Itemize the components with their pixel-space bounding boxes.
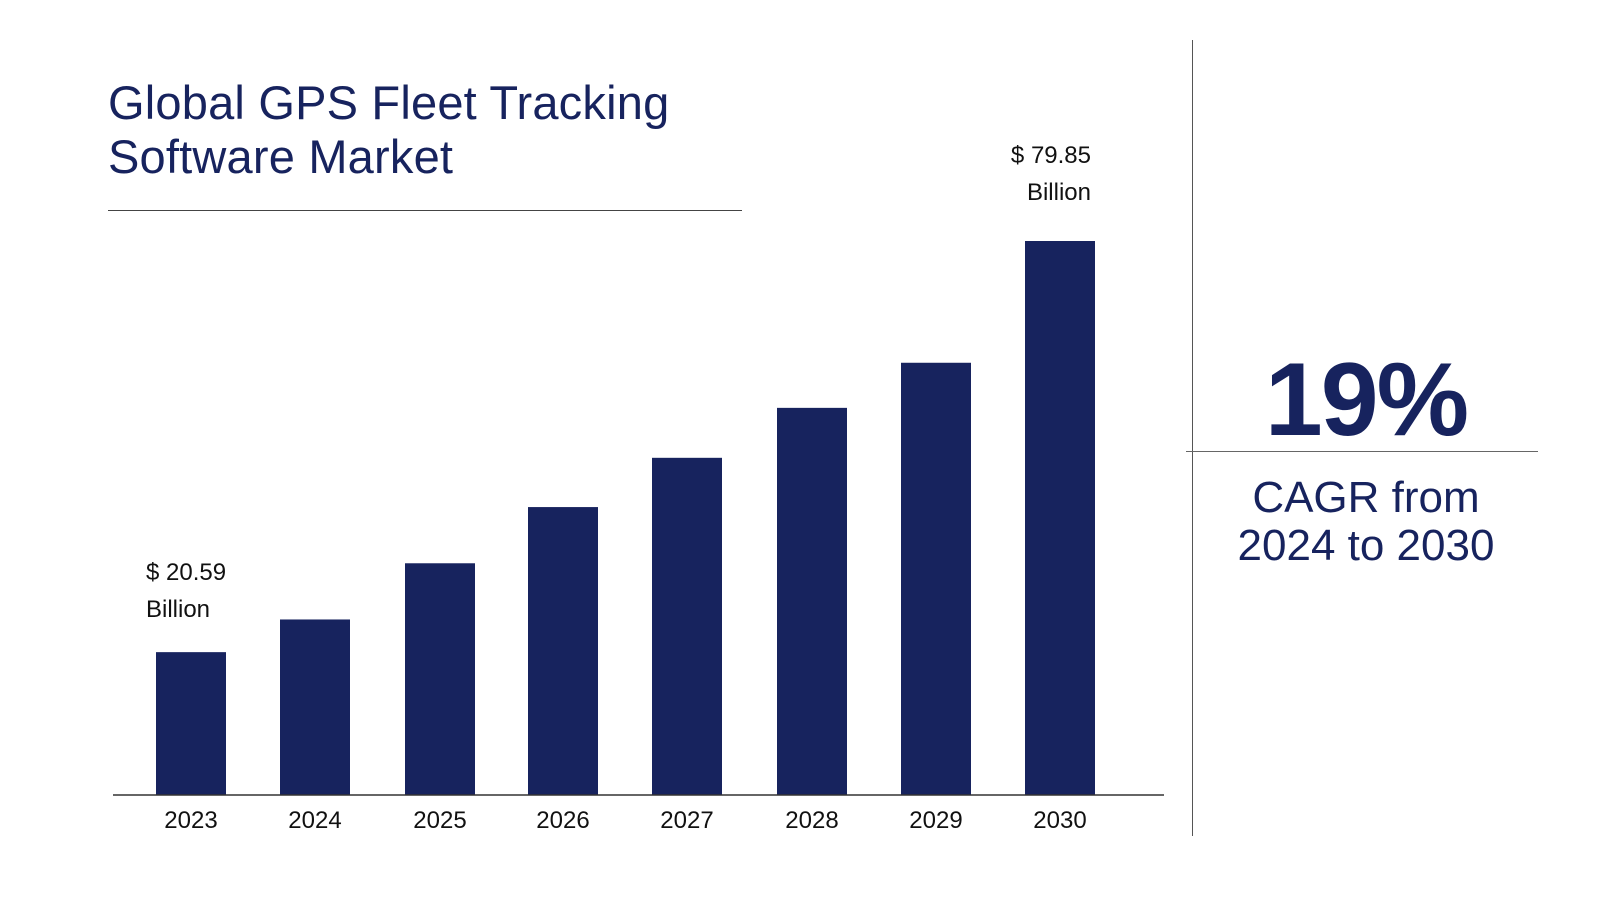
chart-title: Global GPS Fleet Tracking Software Marke… [108, 76, 669, 184]
x-tick-label: 2026 [536, 807, 589, 834]
vertical-divider [1192, 40, 1193, 836]
bar-2026 [528, 507, 598, 795]
bar-2024 [280, 619, 350, 795]
x-tick-label: 2028 [785, 807, 838, 834]
x-tick-label: 2027 [660, 807, 713, 834]
bar-2023 [156, 652, 226, 795]
cagr-value: 19% [1264, 342, 1469, 458]
bar-2025 [405, 563, 475, 795]
cagr-caption: CAGR from 2024 to 2030 [1186, 474, 1546, 570]
x-tick-label: 2023 [164, 807, 217, 834]
title-divider [108, 210, 742, 211]
bar-2028 [777, 407, 847, 795]
x-tick-label: 2024 [288, 807, 341, 834]
bar-2027 [652, 457, 722, 795]
chart-title-line-2: Software Market [108, 130, 454, 183]
cagr-caption-line-1: CAGR from [1252, 473, 1480, 522]
cagr-divider [1186, 451, 1538, 452]
bar-chart: 2023 2024 2025 2026 2027 2028 2029 2030 $ 20.59 B… [113, 142, 1164, 834]
bar-2029 [901, 362, 971, 795]
x-tick-label: 2025 [413, 807, 466, 834]
chart-title-line-1: Global GPS Fleet Tracking [108, 76, 670, 129]
data-label-2023: Billion [146, 596, 210, 623]
cagr-caption-line-2: 2024 to 2030 [1237, 521, 1495, 570]
x-tick-label: 2029 [909, 807, 962, 834]
bar-2030 [1025, 241, 1095, 795]
data-label-2023: $ 20.59 [146, 559, 226, 586]
x-tick-label: 2030 [1033, 807, 1086, 834]
data-label-2030: $ 79.85 [1011, 142, 1091, 169]
data-label-2030: Billion [1027, 179, 1091, 206]
